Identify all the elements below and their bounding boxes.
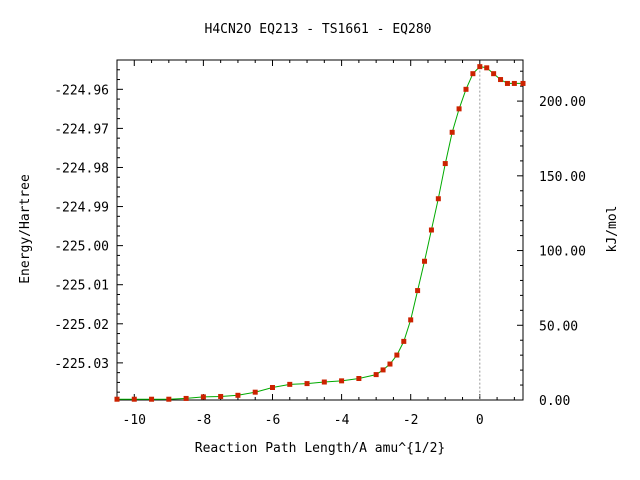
data-point	[235, 392, 241, 398]
y2-tick-label: 0.00	[539, 394, 570, 409]
data-point	[498, 77, 504, 83]
data-point	[504, 80, 510, 86]
data-point	[166, 396, 172, 402]
y-tick-label: -225.03	[54, 357, 109, 372]
data-point	[387, 361, 393, 367]
x-axis-label: Reaction Path Length/A amu^{1/2}	[195, 441, 445, 456]
data-point	[449, 129, 455, 135]
x-tick-label: -2	[403, 413, 419, 428]
data-point	[356, 376, 362, 382]
x-tick-label: -6	[265, 413, 281, 428]
y2-tick-label: 100.00	[539, 245, 586, 260]
data-point	[149, 396, 155, 402]
data-point	[435, 196, 441, 202]
y-tick-label: -224.99	[54, 201, 109, 216]
tick-labels: -10 -8 -6 -4 -2 0 -224.96 -224.97 -224.98 -224.99…	[54, 83, 586, 428]
data-point	[470, 71, 476, 77]
y-axis-label: Energy/Hartree	[18, 174, 33, 284]
data-point	[373, 372, 379, 378]
x-tick-label: -10	[123, 413, 146, 428]
y2-tick-label: 50.00	[539, 319, 578, 334]
data-point	[415, 288, 421, 294]
data-point	[394, 352, 400, 358]
data-point	[422, 258, 428, 264]
data-point	[380, 367, 386, 373]
x-tick-label: -4	[334, 413, 350, 428]
data-point	[304, 381, 310, 387]
y-tick-label: -224.96	[54, 83, 109, 98]
x-tick-label: 0	[476, 413, 484, 428]
data-point	[269, 384, 275, 390]
y2-tick-label: 150.00	[539, 170, 586, 185]
data-point	[200, 394, 206, 400]
data-point	[339, 378, 345, 384]
series-line	[117, 66, 523, 400]
data-point	[491, 71, 497, 77]
data-point	[463, 86, 469, 92]
data-point	[511, 80, 517, 86]
data-point	[287, 381, 293, 387]
y2-axis-label: kJ/mol	[605, 206, 620, 253]
data-point	[321, 379, 327, 385]
series-points	[114, 64, 526, 402]
data-point	[114, 396, 120, 402]
plot-frame	[116, 59, 524, 401]
y-tick-label: -224.97	[54, 122, 109, 137]
data-point	[456, 106, 462, 112]
data-point	[477, 64, 483, 70]
data-point	[520, 80, 526, 86]
y-tick-label: -225.00	[54, 240, 109, 255]
x-tick-label: -8	[196, 413, 212, 428]
data-point	[442, 161, 448, 167]
y-tick-label: -224.98	[54, 161, 109, 176]
data-point	[183, 395, 189, 401]
data-point	[401, 338, 407, 344]
y2-tick-label: 200.00	[539, 95, 586, 110]
data-point	[218, 393, 224, 399]
chart-title: H4CN2O EQ213 - TS1661 - EQ280	[205, 22, 432, 37]
data-point	[408, 317, 414, 323]
data-point	[131, 396, 137, 402]
y-tick-label: -225.01	[54, 279, 109, 294]
axis-ticks	[116, 59, 523, 401]
data-point	[428, 227, 434, 233]
data-point	[252, 389, 258, 395]
data-point	[484, 65, 490, 71]
y-tick-label: -225.02	[54, 318, 109, 333]
